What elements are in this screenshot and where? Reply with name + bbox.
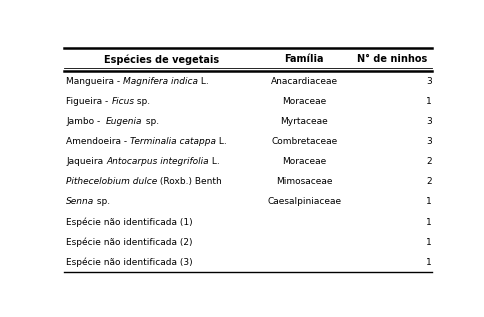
Text: Antocarpus integrifolia: Antocarpus integrifolia: [106, 157, 209, 166]
Text: Espécies de vegetais: Espécies de vegetais: [104, 54, 219, 65]
Text: 1: 1: [426, 217, 432, 227]
Text: Espécie não identificada (2): Espécie não identificada (2): [66, 237, 193, 247]
Text: Myrtaceae: Myrtaceae: [280, 117, 328, 126]
Text: L.: L.: [209, 157, 220, 166]
Text: sp.: sp.: [143, 117, 159, 126]
Text: 3: 3: [426, 137, 432, 146]
Text: Pithecelobium dulce: Pithecelobium dulce: [66, 177, 157, 186]
Text: Moraceae: Moraceae: [282, 157, 326, 166]
Text: 3: 3: [426, 77, 432, 86]
Text: Moraceae: Moraceae: [282, 97, 326, 106]
Text: 2: 2: [426, 157, 432, 166]
Text: Família: Família: [285, 55, 324, 64]
Text: (Roxb.) Benth: (Roxb.) Benth: [157, 177, 222, 186]
Text: 1: 1: [426, 97, 432, 106]
Text: 1: 1: [426, 197, 432, 206]
Text: Caesalpiniaceae: Caesalpiniaceae: [267, 197, 341, 206]
Text: L.: L.: [216, 137, 227, 146]
Text: 3: 3: [426, 117, 432, 126]
Text: Espécie não identificada (1): Espécie não identificada (1): [66, 217, 193, 227]
Text: Eugenia: Eugenia: [106, 117, 143, 126]
Text: 1: 1: [426, 258, 432, 267]
Text: Mangueira -: Mangueira -: [66, 77, 123, 86]
Text: Terminalia catappa: Terminalia catappa: [130, 137, 216, 146]
Text: N° de ninhos: N° de ninhos: [357, 55, 427, 64]
Text: Combretaceae: Combretaceae: [271, 137, 337, 146]
Text: Mimosaceae: Mimosaceae: [276, 177, 333, 186]
Text: sp.: sp.: [94, 197, 110, 206]
Text: Jambo -: Jambo -: [66, 117, 106, 126]
Text: 2: 2: [426, 177, 432, 186]
Text: Senna: Senna: [66, 197, 94, 206]
Text: Magnifera indica: Magnifera indica: [123, 77, 198, 86]
Text: Ficus: Ficus: [111, 97, 135, 106]
Text: Espécie não identificada (3): Espécie não identificada (3): [66, 257, 193, 267]
Text: Anacardiaceae: Anacardiaceae: [271, 77, 338, 86]
Text: Amendoeira -: Amendoeira -: [66, 137, 130, 146]
Text: 1: 1: [426, 238, 432, 247]
Text: Figueira -: Figueira -: [66, 97, 111, 106]
Text: Jaqueira: Jaqueira: [66, 157, 106, 166]
Text: L.: L.: [198, 77, 209, 86]
Text: sp.: sp.: [135, 97, 151, 106]
